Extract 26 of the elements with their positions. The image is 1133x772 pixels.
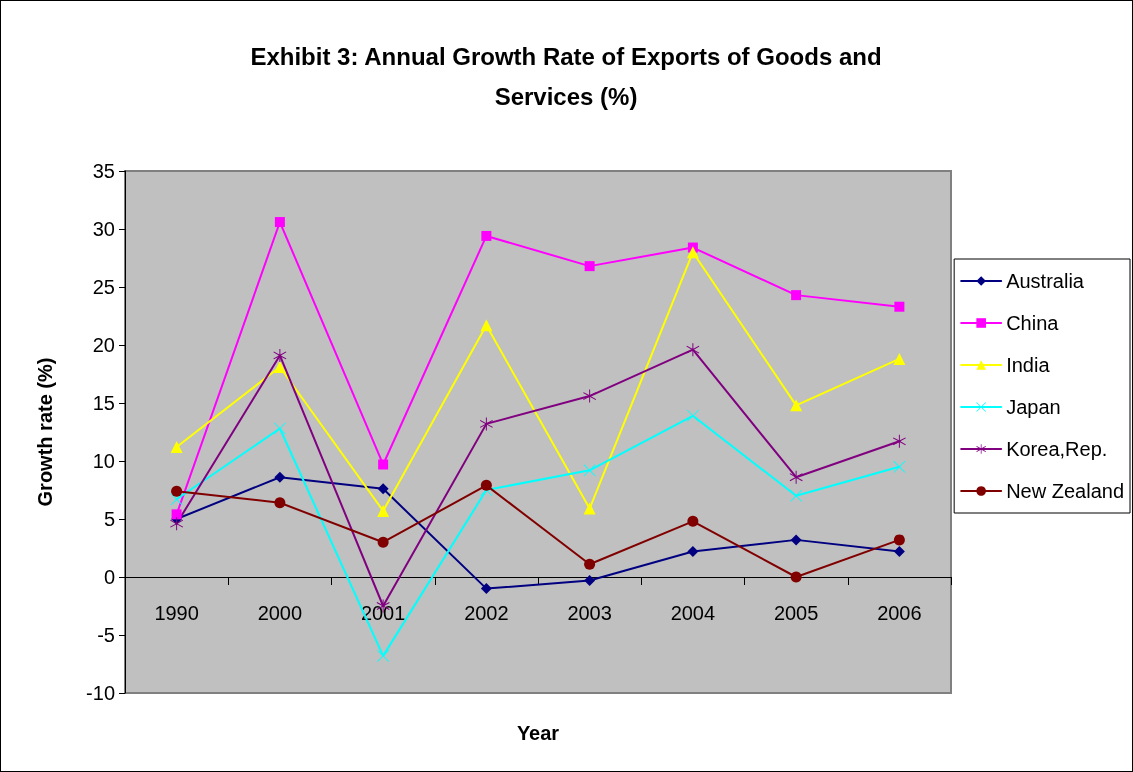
y-tick-label: 35 (92, 160, 115, 182)
x-tick-label: 2004 (670, 602, 716, 624)
legend-label: India (1006, 354, 1051, 376)
x-tick-label: 2005 (773, 602, 819, 624)
y-tick-label: 5 (103, 508, 115, 530)
x-tick-label: 2002 (464, 602, 509, 624)
y-tick-label: 0 (103, 566, 115, 588)
chart-title: Exhibit 3: Annual Growth Rate of Exports of Goods and Services (%) (250, 42, 882, 110)
y-tick-label: -10 (86, 682, 115, 704)
y-tick-label: 30 (92, 218, 115, 240)
y-tick-label: 25 (92, 276, 115, 298)
x-tick-label: 2003 (567, 602, 612, 624)
x-tick-label: 2006 (877, 602, 922, 624)
legend-label: Japan (1006, 396, 1061, 418)
legend-label: Korea,Rep. (1006, 438, 1108, 460)
y-tick-label: 10 (92, 450, 115, 472)
legend-label: Australia (1006, 270, 1085, 292)
x-tick-label: 1990 (154, 602, 199, 624)
x-tick-label: 2000 (257, 602, 303, 624)
y-axis-title: Growth rate (%) (34, 357, 56, 507)
legend-label: China (1006, 312, 1060, 334)
y-tick-label: -5 (97, 624, 115, 646)
y-tick-label: 20 (92, 334, 115, 356)
x-axis-title: Year (516, 722, 560, 744)
y-tick-label: 15 (92, 392, 115, 414)
legend-label: New Zealand (1006, 480, 1124, 502)
